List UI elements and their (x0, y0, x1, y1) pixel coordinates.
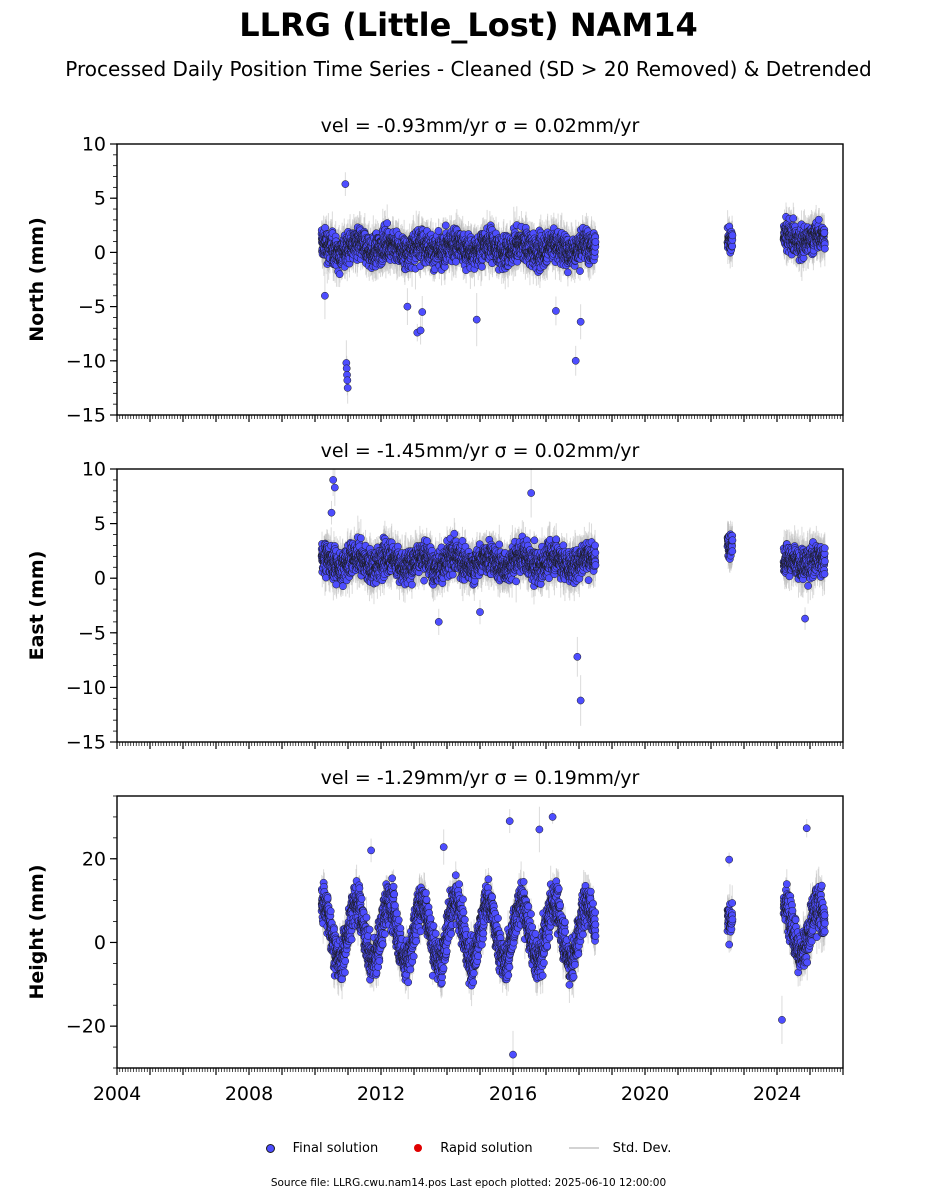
final-point (434, 227, 443, 235)
final-point (383, 219, 392, 227)
final-point (321, 223, 329, 232)
final-point (441, 221, 450, 230)
final-point (478, 262, 486, 271)
figure-subtitle: Processed Daily Position Time Series - C… (65, 57, 872, 81)
final-point (335, 270, 344, 279)
figure-title: LLRG (Little_Lost) NAM14 (239, 6, 698, 44)
points-layer (317, 180, 829, 392)
stddev-layer (321, 172, 826, 404)
